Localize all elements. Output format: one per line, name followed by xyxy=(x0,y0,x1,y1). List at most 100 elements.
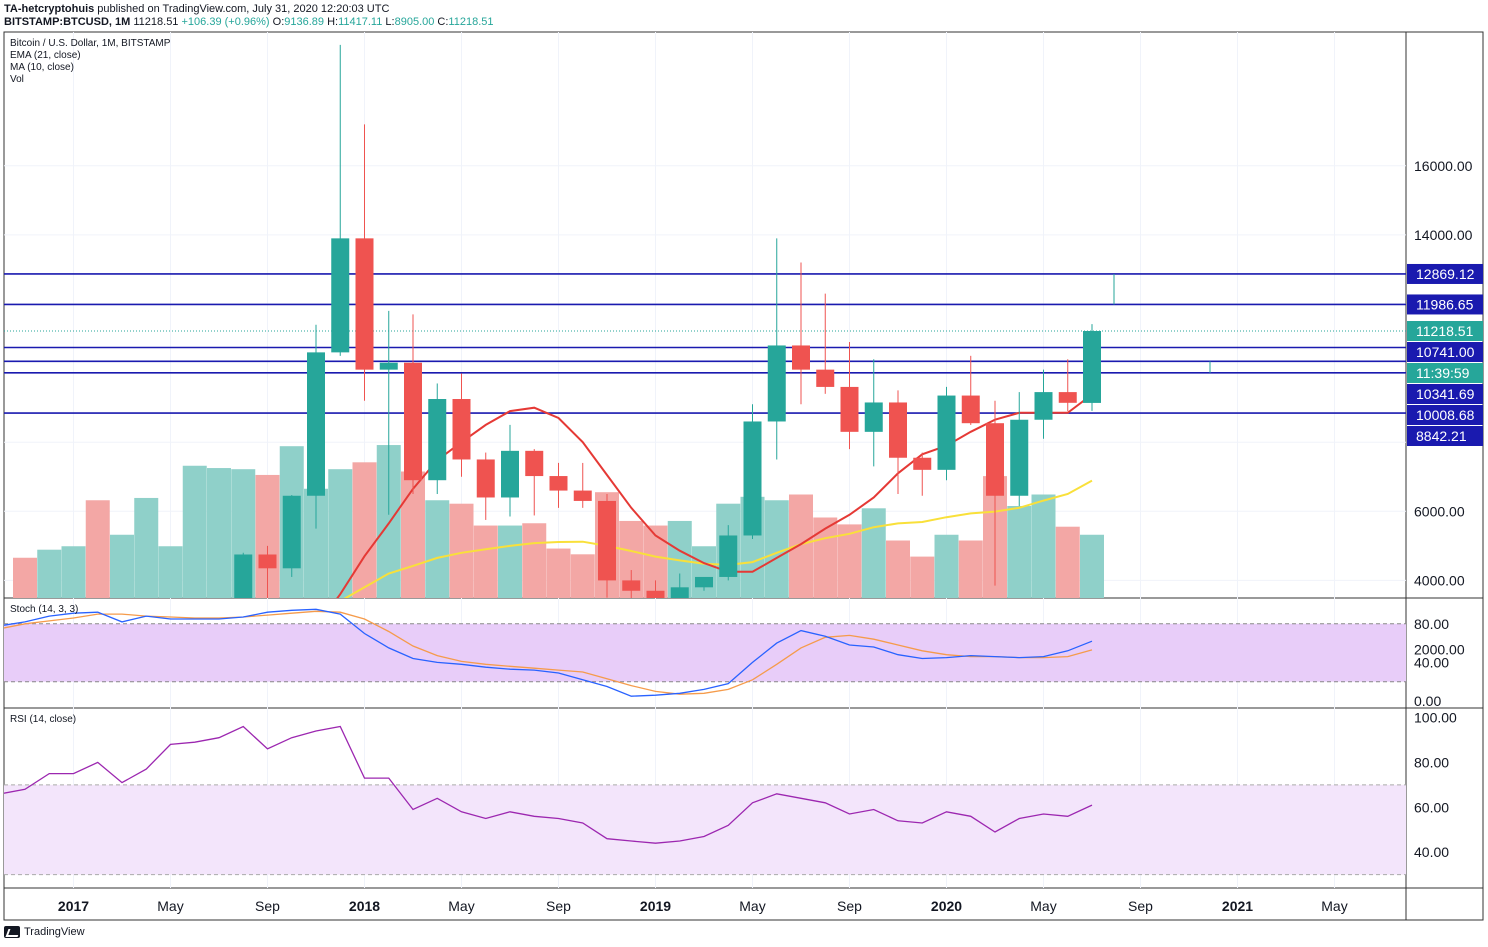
price-label-box xyxy=(1407,405,1483,426)
publish-info: TA-hetcryptohuis published on TradingVie… xyxy=(4,3,389,15)
rsi-tick-label: 60.00 xyxy=(1414,799,1449,815)
price-label-box xyxy=(1407,384,1483,405)
volume-bar xyxy=(886,540,910,598)
legend-ma[interactable]: MA (10, close) xyxy=(10,62,74,73)
stoch-tick-label: 0.00 xyxy=(1414,693,1441,709)
price-tick-label: 4000.00 xyxy=(1414,572,1465,588)
volume-bar xyxy=(158,546,183,598)
rsi-line xyxy=(4,725,1093,844)
price-label-box xyxy=(1407,342,1483,363)
volume-bar xyxy=(910,556,935,598)
candle-body xyxy=(670,587,689,598)
stoch-pane xyxy=(4,608,1093,697)
candle-body xyxy=(961,395,980,424)
candle-body xyxy=(864,402,883,432)
stoch-legend[interactable]: Stoch (14, 3, 3) xyxy=(10,604,79,615)
price-tick-label: 14000.00 xyxy=(1414,227,1473,243)
candle-body xyxy=(622,580,641,591)
volume-bar xyxy=(182,465,207,598)
candle-body xyxy=(986,423,1004,496)
volume-bar xyxy=(207,468,231,598)
footer-brand[interactable]: TradingView xyxy=(24,926,85,938)
stoch-k-line xyxy=(4,608,1093,697)
candle-body xyxy=(331,238,350,353)
last-price: 11218.51 xyxy=(133,16,179,28)
low-value: 8905.00 xyxy=(394,16,435,28)
candle-body xyxy=(452,399,471,460)
close-value: 11218.51 xyxy=(448,16,494,28)
candle-body xyxy=(549,476,568,491)
candle-body xyxy=(234,554,253,598)
candle-body xyxy=(937,395,956,470)
candle-body xyxy=(355,238,374,370)
x-tick-label: May xyxy=(1030,898,1056,914)
candle-body xyxy=(379,362,398,370)
x-tick-label: May xyxy=(1321,898,1347,914)
volume-bar xyxy=(1080,534,1104,598)
candle-body xyxy=(282,495,301,569)
volume-bar xyxy=(861,508,886,598)
volume-bar xyxy=(473,525,498,598)
rsi-tick-label: 80.00 xyxy=(1414,754,1449,770)
volume-bar xyxy=(522,523,547,598)
candle-body xyxy=(1058,392,1077,403)
x-tick-label: Sep xyxy=(546,898,571,914)
candle-body xyxy=(767,345,786,422)
ema-line xyxy=(343,479,1093,598)
stoch-band xyxy=(4,623,1406,682)
x-tick-label: May xyxy=(448,898,474,914)
volume-bar xyxy=(958,540,983,598)
rsi-legend[interactable]: RSI (14, close) xyxy=(10,714,77,725)
candle-body xyxy=(404,362,422,481)
candle-body xyxy=(913,457,932,470)
volume-bar xyxy=(37,549,62,598)
publish-meta: published on TradingView.com, July 31, 2… xyxy=(94,3,390,15)
legend-ema[interactable]: EMA (21, close) xyxy=(10,50,81,61)
candle-body xyxy=(889,402,907,458)
x-tick-label: Sep xyxy=(255,898,280,914)
legend-title: Bitcoin / U.S. Dollar, 1M, BITSTAMP xyxy=(10,38,171,49)
volume-bar xyxy=(134,497,159,598)
candle-body xyxy=(719,535,738,577)
candle-body xyxy=(307,352,325,496)
x-tick-label: 2017 xyxy=(58,898,89,914)
volume-bar xyxy=(498,525,522,598)
volume-bar xyxy=(813,517,838,598)
candle-body xyxy=(792,345,810,370)
legend-vol[interactable]: Vol xyxy=(10,74,24,85)
symbol-label: BITSTAMP:BTCUSD, 1M xyxy=(4,16,131,28)
price-label-text: 11:39:59 xyxy=(1416,365,1470,381)
candle-body xyxy=(598,500,616,581)
volume-bar xyxy=(1031,494,1056,598)
high-label: H: xyxy=(327,16,339,28)
footer: TradingView xyxy=(4,926,85,938)
x-tick-label: 2020 xyxy=(931,898,962,914)
price-label-text: 8842.21 xyxy=(1416,428,1467,444)
candle-body xyxy=(1083,331,1101,403)
price-tick-label: 6000.00 xyxy=(1414,503,1465,519)
author-name[interactable]: TA-hetcryptohuis xyxy=(4,3,95,15)
candle-body xyxy=(1010,419,1029,496)
volume-bar xyxy=(13,557,37,598)
high-value: 11417.11 xyxy=(338,16,383,28)
price-pane xyxy=(234,44,1211,598)
price-tick-label: 2000.00 xyxy=(1414,642,1465,658)
candle-body xyxy=(525,450,544,477)
price-label-box xyxy=(1407,363,1483,384)
open-label: O: xyxy=(272,16,285,28)
candle-body xyxy=(573,490,592,501)
volume-bar xyxy=(61,546,86,598)
x-tick-label: May xyxy=(739,898,765,914)
open-value: 9136.89 xyxy=(284,16,325,28)
price-tick-label: 16000.00 xyxy=(1414,158,1473,174)
price-label-text: 10341.69 xyxy=(1416,386,1475,402)
close-label: C: xyxy=(437,16,449,28)
price-label-text: 12869.12 xyxy=(1416,266,1475,282)
candle-body xyxy=(501,450,519,498)
volume-bar xyxy=(352,462,377,598)
price-label-box xyxy=(1407,321,1483,342)
rsi-band xyxy=(4,784,1406,875)
x-tick-label: 2018 xyxy=(349,898,380,914)
x-tick-label: Sep xyxy=(837,898,862,914)
